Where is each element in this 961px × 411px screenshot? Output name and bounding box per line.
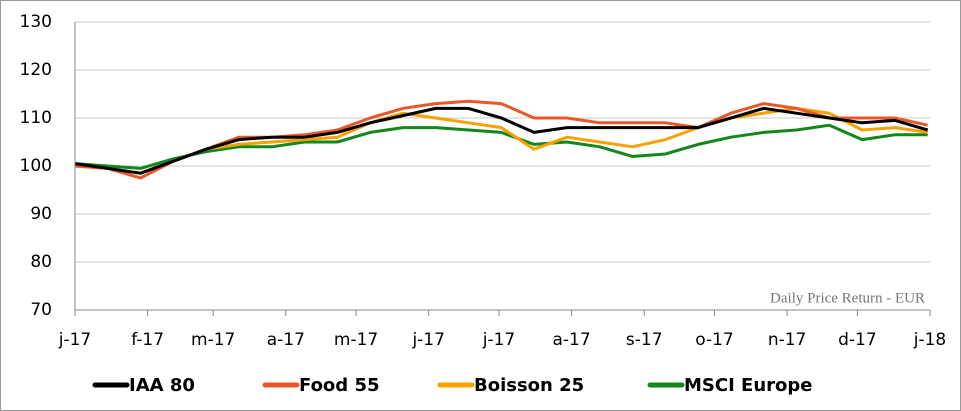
y-tick-label: 100 (20, 156, 52, 176)
x-tick-label: d-17 (838, 330, 877, 350)
x-tick-label: m-17 (191, 330, 235, 350)
y-tick-label: 130 (20, 12, 52, 32)
series-line (74, 106, 929, 175)
x-tick-label: a-17 (267, 330, 305, 350)
y-tick-label: 70 (30, 300, 52, 320)
series-line (74, 123, 928, 170)
y-tick-label: 90 (30, 204, 52, 224)
series-line (74, 106, 928, 175)
x-tick-label: o-17 (695, 330, 733, 350)
x-tick-label: f-17 (131, 330, 164, 350)
x-tick-label: j-18 (913, 330, 947, 350)
x-tick-label: a-17 (553, 330, 591, 350)
y-tick-label: 110 (20, 108, 52, 128)
x-tick-label: m-17 (334, 330, 378, 350)
x-tick-label: j-17 (58, 330, 92, 350)
x-tick-label: n-17 (768, 330, 807, 350)
annotation: Daily Price Return - EUR (770, 290, 925, 306)
y-tick-label: 120 (20, 60, 52, 80)
legend-label: Boisson 25 (474, 375, 584, 396)
x-tick-label: j-17 (411, 330, 445, 350)
y-tick-label: 80 (30, 252, 52, 272)
x-tick-label: s-17 (626, 330, 663, 350)
x-tick-label: j-17 (482, 330, 516, 350)
legend-label: IAA 80 (129, 375, 195, 396)
legend-label: Food 55 (299, 375, 380, 396)
legend-label: MSCI Europe (684, 375, 813, 396)
